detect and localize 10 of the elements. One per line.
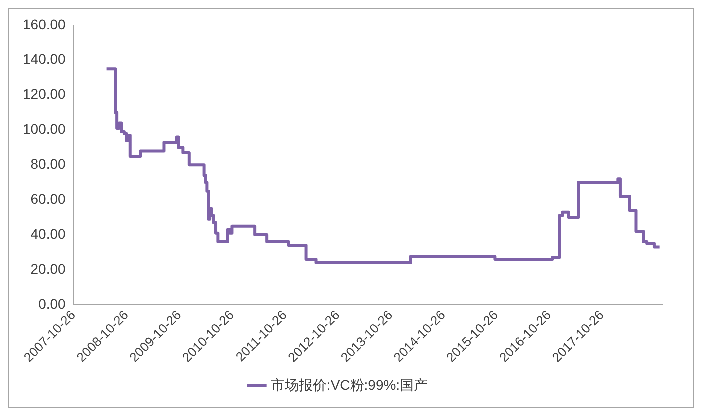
y-tick-label: 0.00 [38, 296, 66, 312]
y-tick-label: 160.00 [22, 16, 66, 32]
legend-label: 市场报价:VC粉:99%:国产 [270, 376, 428, 393]
y-tick-label: 40.00 [30, 226, 66, 242]
y-tick-label: 20.00 [30, 260, 66, 277]
y-tick-label: 60.00 [30, 190, 66, 207]
y-tick-label: 100.00 [22, 121, 66, 138]
y-tick-label: 80.00 [30, 156, 66, 172]
y-tick-label: 120.00 [22, 86, 66, 102]
y-tick-label: 140.00 [22, 51, 66, 68]
